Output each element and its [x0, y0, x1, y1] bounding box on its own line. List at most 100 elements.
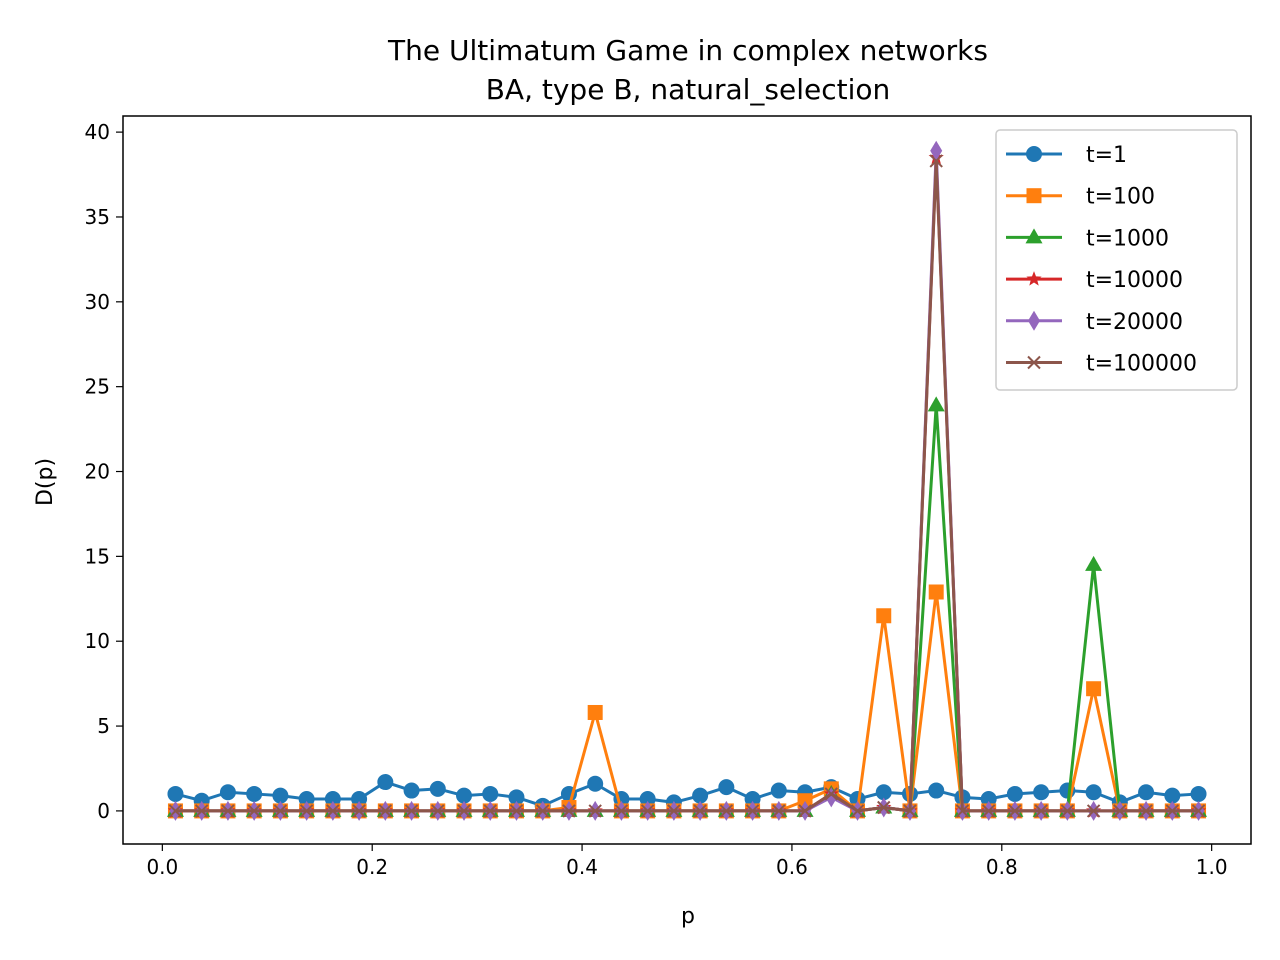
legend-label: t=20000 [1086, 310, 1183, 335]
y-tick-label: 35 [85, 205, 110, 229]
data-point [351, 791, 368, 808]
data-point [744, 791, 761, 808]
data-point [587, 704, 603, 720]
data-point [927, 396, 945, 412]
data-point [1060, 804, 1075, 818]
legend-swatch-marker [1026, 146, 1042, 162]
data-point [298, 791, 315, 808]
y-tick-label: 10 [85, 629, 110, 653]
data-point [167, 785, 184, 802]
data-point [1086, 804, 1101, 818]
data-point [745, 804, 760, 818]
data-point [876, 608, 892, 624]
data-point [797, 793, 813, 809]
data-point [875, 784, 892, 801]
legend-label: t=100000 [1086, 352, 1197, 377]
y-tick-label: 5 [97, 714, 110, 738]
data-point [272, 787, 289, 804]
data-point [352, 804, 366, 818]
data-point [404, 804, 419, 818]
data-point [849, 791, 866, 808]
data-point [928, 584, 944, 600]
legend-label: t=1 [1086, 143, 1127, 168]
x-tick-label: 0.0 [146, 855, 178, 879]
data-point [482, 785, 499, 802]
data-point [1138, 784, 1155, 801]
data-point [928, 782, 945, 799]
legend-item: t=10000 [1006, 268, 1183, 293]
data-point [770, 782, 787, 799]
data-point [588, 804, 602, 818]
legend-swatch-marker [1025, 228, 1043, 244]
data-point [247, 804, 261, 818]
data-point [536, 804, 550, 818]
data-point [457, 804, 471, 818]
data-point [719, 804, 734, 818]
data-point [377, 774, 394, 791]
series-t-100000 [168, 154, 1206, 818]
data-point [614, 804, 629, 818]
data-point [980, 791, 997, 808]
data-point [326, 804, 340, 818]
data-point [639, 791, 656, 808]
data-point [877, 800, 891, 815]
data-point [219, 784, 236, 801]
legend-item: t=100000 [1006, 352, 1197, 377]
data-point [429, 780, 446, 797]
plot-frame [122, 115, 1252, 845]
data-point [1085, 555, 1103, 571]
data-point [403, 782, 420, 799]
data-point [483, 804, 497, 818]
data-point [1008, 804, 1022, 818]
series-line [175, 159, 1199, 813]
legend-swatch-marker [1027, 355, 1041, 370]
legend-item: t=100 [1006, 185, 1155, 210]
y-tick-label: 20 [85, 460, 110, 484]
data-point [562, 804, 576, 818]
y-axis-label: D(p) [33, 458, 58, 506]
data-point [667, 804, 681, 818]
data-point [273, 804, 288, 818]
data-point [824, 787, 838, 801]
data-point [1033, 784, 1050, 801]
data-point [1165, 804, 1180, 818]
x-tick-label: 1.0 [1196, 855, 1228, 879]
data-point [929, 154, 943, 168]
data-point [981, 804, 996, 818]
chart-title: The Ultimatum Game in complex networks [387, 34, 988, 67]
data-point [850, 804, 865, 818]
data-point [1086, 681, 1102, 697]
y-tick-label: 15 [85, 544, 110, 568]
data-point [693, 804, 707, 818]
data-point [509, 804, 524, 818]
data-point [378, 804, 393, 818]
y-tick-label: 40 [85, 120, 110, 144]
data-point [1113, 804, 1127, 818]
y-tick-label: 0 [97, 799, 110, 823]
data-point [1190, 785, 1207, 802]
data-point [692, 787, 709, 804]
x-axis-label: p [681, 904, 695, 929]
data-point [508, 789, 525, 806]
legend-swatch-marker [1026, 271, 1042, 286]
data-point [221, 804, 235, 818]
data-point [1139, 804, 1153, 818]
x-tick-label: 0.4 [566, 855, 598, 879]
series-line [175, 780, 1199, 808]
legend-label: t=100 [1086, 185, 1155, 210]
data-point [324, 791, 341, 808]
legend-label: t=10000 [1086, 268, 1183, 293]
data-point [1191, 804, 1206, 818]
data-point [930, 140, 943, 161]
data-point [640, 804, 655, 818]
data-point [772, 804, 786, 818]
data-point [299, 804, 314, 818]
data-point [1085, 784, 1102, 801]
data-point [955, 804, 970, 818]
data-point [587, 775, 604, 792]
data-point [431, 804, 445, 818]
data-point [1006, 785, 1023, 802]
y-tick-label: 30 [85, 290, 110, 314]
x-tick-label: 0.2 [356, 855, 388, 879]
